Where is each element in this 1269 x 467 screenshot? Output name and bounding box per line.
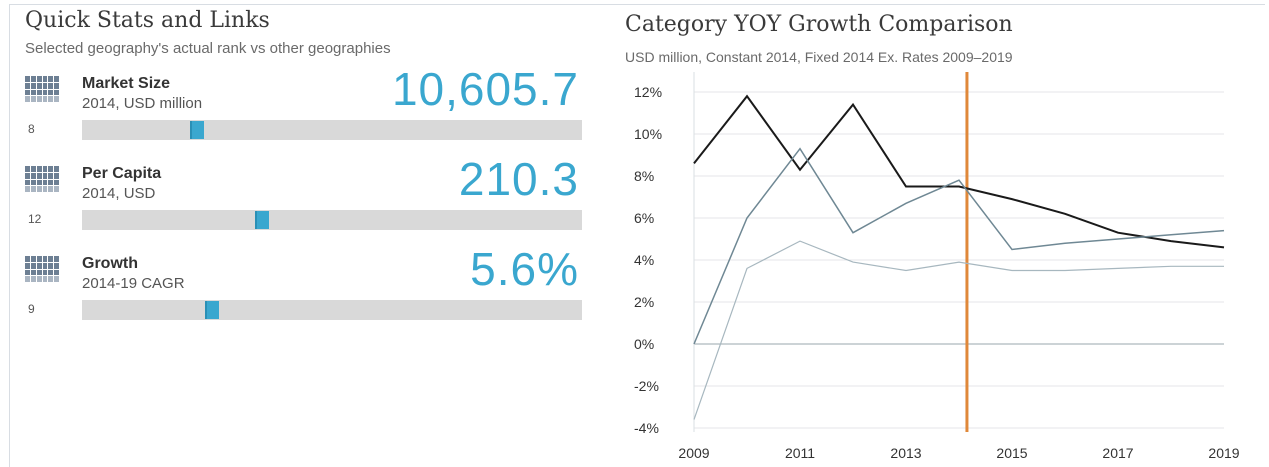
- stat-rank: 9: [28, 302, 35, 316]
- y-tick-label: 10%: [634, 126, 662, 142]
- quick-stats-title: Quick Stats and Links: [25, 8, 270, 33]
- y-tick-label: 0%: [634, 336, 654, 352]
- stat-label: Market Size: [82, 75, 171, 92]
- dashboard-frame: [9, 4, 1265, 467]
- y-tick-label: -4%: [634, 420, 659, 436]
- y-tick-label: 6%: [634, 210, 654, 226]
- y-tick-label: 4%: [634, 252, 654, 268]
- stat-value: 5.6%: [470, 243, 579, 295]
- stat-label: Growth: [82, 255, 138, 272]
- stat-sublabel: 2014-19 CAGR: [82, 275, 185, 292]
- x-tick-label: 2009: [678, 445, 709, 461]
- rank-bar: [82, 300, 582, 320]
- x-tick-label: 2017: [1102, 445, 1133, 461]
- x-tick-label: 2013: [890, 445, 921, 461]
- stat-label: Per Capita: [82, 165, 162, 182]
- stat-rank: 12: [28, 212, 42, 226]
- quick-stats-subtitle: Selected geography's actual rank vs othe…: [25, 40, 391, 57]
- rank-marker: [255, 211, 269, 229]
- series-line-3: [693, 240, 1224, 420]
- y-tick-label: 12%: [634, 84, 662, 100]
- chart-subtitle: USD million, Constant 2014, Fixed 2014 E…: [625, 49, 1013, 65]
- stat-value: 210.3: [458, 153, 579, 205]
- x-tick-label: 2015: [996, 445, 1027, 461]
- stat-sublabel: 2014, USD: [82, 185, 156, 202]
- stat-sublabel: 2014, USD million: [82, 95, 203, 112]
- rank-marker: [205, 301, 219, 319]
- grid-chart-icon: [25, 166, 59, 192]
- y-tick-label: 8%: [634, 168, 654, 184]
- rank-bar: [82, 120, 582, 140]
- x-tick-label: 2011: [785, 445, 815, 461]
- series-line-1: [693, 94, 1225, 249]
- series-line-2: [693, 147, 1225, 345]
- chart-title: Category YOY Growth Comparison: [625, 12, 1013, 37]
- y-tick-label: 2%: [634, 294, 654, 310]
- rank-bar: [82, 210, 582, 230]
- x-tick-label: 2019: [1208, 445, 1239, 461]
- y-tick-label: -2%: [634, 378, 659, 394]
- grid-chart-icon: [25, 76, 59, 102]
- stat-rank: 8: [28, 122, 35, 136]
- grid-chart-icon: [25, 256, 59, 282]
- stat-value: 10,605.7: [391, 63, 579, 115]
- rank-marker: [190, 121, 204, 139]
